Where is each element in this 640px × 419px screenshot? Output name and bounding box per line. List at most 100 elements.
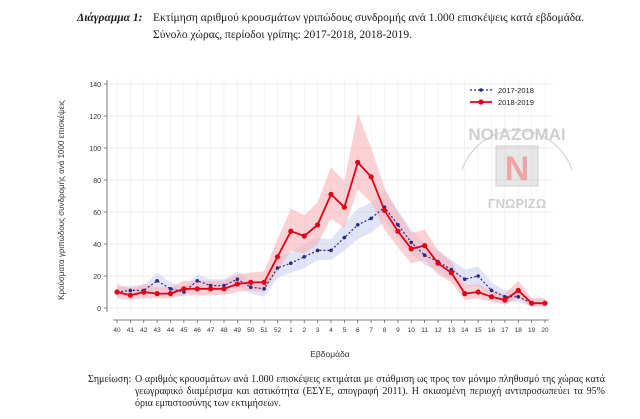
legend-label: 2017-2018 xyxy=(498,86,534,95)
chart-title-line2: Σύνολο χώρας, περίοδοι γρίπης: 2017-2018… xyxy=(153,29,413,41)
data-point-2018-2019 xyxy=(248,279,254,285)
chart-title-line1: Εκτίμηση αριθμού κρουσμάτων γριπώδους συ… xyxy=(153,12,585,24)
watermark-text: ΝΟΙΑΖΟΜΑΙ xyxy=(468,125,565,144)
data-point-2018-2019 xyxy=(475,289,481,295)
data-point-2018-2019 xyxy=(127,292,133,298)
x-axis-ticks: 40 41 42 43 44 45 46 47 48 49 50 51 52 1 2 3 4 5 6 7 8 9 10 11 1… xyxy=(113,320,549,334)
x-tick-label: 47 xyxy=(207,327,215,334)
legend-marker xyxy=(479,88,483,92)
x-tick-label: 4 xyxy=(329,327,333,334)
data-point-2018-2019 xyxy=(194,286,200,292)
data-point-2018-2019 xyxy=(141,289,147,295)
x-tick-label: 1 xyxy=(289,327,293,334)
x-tick-label: 7 xyxy=(369,327,373,334)
data-point-2017-2018 xyxy=(275,266,280,270)
data-point-2017-2018 xyxy=(489,288,494,293)
data-point-2018-2019 xyxy=(355,159,361,165)
data-point-2017-2018 xyxy=(302,254,307,259)
x-tick-label: 5 xyxy=(343,327,347,334)
x-tick-label: 52 xyxy=(274,327,282,334)
x-tick-label: 11 xyxy=(421,327,428,334)
data-point-2017-2018 xyxy=(289,261,293,266)
y-tick-label: 40 xyxy=(93,242,101,249)
data-point-2017-2018 xyxy=(355,223,360,227)
x-tick-label: 48 xyxy=(220,327,228,334)
x-tick-label: 3 xyxy=(316,327,320,334)
data-point-2017-2018 xyxy=(369,216,373,221)
watermark-letter: N xyxy=(505,150,530,188)
y-tick-label: 60 xyxy=(93,210,101,217)
data-point-2018-2019 xyxy=(154,291,160,297)
x-tick-label: 20 xyxy=(541,327,549,334)
data-point-2017-2018 xyxy=(128,288,133,293)
x-tick-label: 14 xyxy=(461,327,469,334)
data-point-2018-2019 xyxy=(221,286,227,292)
x-tick-label: 6 xyxy=(356,327,360,334)
note-text: Ο αριθμός κρουσμάτων ανά 1.000 επισκέψει… xyxy=(135,374,605,409)
x-tick-label: 42 xyxy=(140,327,148,334)
data-point-2018-2019 xyxy=(328,191,334,197)
x-tick-label: 13 xyxy=(448,327,456,334)
data-point-2017-2018 xyxy=(396,223,400,227)
data-point-2018-2019 xyxy=(381,207,388,213)
data-point-2017-2018 xyxy=(155,279,159,283)
data-point-2018-2019 xyxy=(208,286,214,292)
x-tick-label: 45 xyxy=(180,327,188,334)
data-point-2017-2018 xyxy=(329,248,333,253)
ci-band-2018-2019 xyxy=(117,112,545,307)
data-point-2018-2019 xyxy=(114,289,120,295)
data-point-2018-2019 xyxy=(422,243,428,249)
data-point-2018-2019 xyxy=(395,228,401,234)
x-tick-label: 46 xyxy=(194,327,202,334)
data-point-2018-2019 xyxy=(529,300,535,306)
data-point-2018-2019 xyxy=(301,233,307,239)
data-point-2018-2019 xyxy=(408,246,414,252)
data-point-2017-2018 xyxy=(262,287,266,291)
x-tick-label: 8 xyxy=(383,327,387,334)
watermark-text2: ΓΝΩΡΙΖΩ xyxy=(488,196,546,211)
diagram-label: Διάγραμμα 1: xyxy=(77,12,143,24)
y-tick-label: 120 xyxy=(89,114,101,121)
x-tick-label: 12 xyxy=(434,327,442,334)
x-tick-label: 19 xyxy=(528,327,536,334)
data-point-2017-2018 xyxy=(248,285,253,290)
y-tick-label: 20 xyxy=(93,274,101,281)
x-tick-label: 51 xyxy=(261,327,269,334)
data-point-2018-2019 xyxy=(288,228,294,234)
data-point-2018-2019 xyxy=(462,291,468,297)
data-point-2018-2019 xyxy=(167,291,174,297)
data-point-2017-2018 xyxy=(462,277,467,282)
data-point-2017-2018 xyxy=(476,274,480,278)
data-point-2018-2019 xyxy=(181,286,187,292)
data-point-2018-2019 xyxy=(315,222,321,228)
y-tick-label: 80 xyxy=(93,178,101,185)
data-point-2018-2019 xyxy=(542,300,548,306)
legend-marker xyxy=(478,99,484,105)
x-tick-label: 41 xyxy=(127,327,135,334)
y-tick-label: 0 xyxy=(97,306,101,313)
y-axis-ticks: 0 20 40 60 80 100 120 140 xyxy=(89,82,107,313)
chart-header: Διάγραμμα 1: Εκτίμηση αριθμού κρουσμάτων… xyxy=(0,0,640,50)
data-point-2018-2019 xyxy=(234,281,240,287)
data-point-2018-2019 xyxy=(341,204,347,210)
x-tick-label: 18 xyxy=(515,327,523,334)
series-points xyxy=(114,159,548,306)
data-point-2017-2018 xyxy=(315,248,320,253)
data-point-2017-2018 xyxy=(409,240,414,245)
y-tick-label: 100 xyxy=(89,146,101,153)
note-label: Σημείωση: xyxy=(88,374,132,385)
x-tick-label: 10 xyxy=(408,327,416,334)
x-tick-label: 16 xyxy=(488,327,496,334)
data-point-2018-2019 xyxy=(368,174,374,180)
data-point-2018-2019 xyxy=(515,287,521,293)
data-point-2017-2018 xyxy=(235,277,240,282)
y-tick-label: 140 xyxy=(89,82,101,89)
x-tick-label: 50 xyxy=(247,327,255,334)
y-axis-label: Κρούσματα γριπώδους συνδρομής ανά 1000 ε… xyxy=(57,100,66,300)
data-point-2017-2018 xyxy=(422,253,427,257)
chart-legend: 2017-2018 2018-2019 xyxy=(470,86,534,107)
x-tick-label: 40 xyxy=(113,327,121,334)
data-point-2017-2018 xyxy=(195,279,200,283)
x-axis-label: Εβδομάδα xyxy=(310,349,350,359)
